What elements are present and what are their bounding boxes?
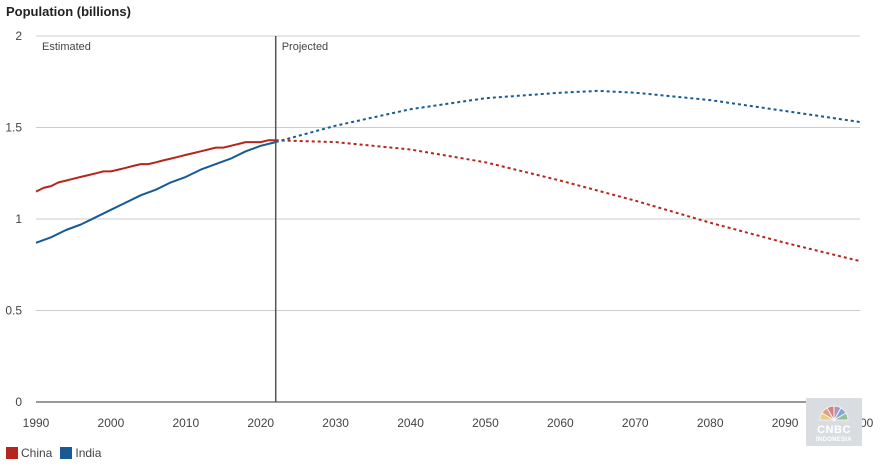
- x-tick-label: 2030: [322, 416, 349, 430]
- x-tick-label: 2060: [547, 416, 574, 430]
- y-tick-label: 2: [15, 29, 22, 43]
- grid-lines: [36, 35, 860, 403]
- series-line-india-estimated: [35, 141, 276, 244]
- x-tick-label: 2010: [172, 416, 199, 430]
- series-line-china-projected: [275, 139, 861, 263]
- legend-swatch-india: [60, 447, 73, 459]
- peacock-icon: [819, 405, 849, 422]
- projected-label: Projected: [282, 41, 328, 53]
- legend-label-india: India: [75, 446, 102, 460]
- logo-subtext: INDONESIA: [815, 437, 853, 443]
- legend-item-india: India: [60, 446, 101, 460]
- legend-swatch-china: [6, 447, 18, 459]
- x-tick-label: 2000: [98, 416, 125, 430]
- series-line-china-estimated: [35, 139, 276, 193]
- y-tick-label: 1: [15, 212, 22, 226]
- x-tick-label: 2040: [397, 416, 424, 430]
- estimated-label: Estimated: [42, 41, 91, 53]
- x-tick-label: 2020: [247, 416, 274, 430]
- logo-text: CNBC: [817, 424, 851, 436]
- x-tick-label: 2080: [697, 416, 724, 430]
- y-tick-label: 0.5: [5, 304, 22, 318]
- x-tick-label: 2090: [772, 416, 799, 430]
- y-tick-label: 1.5: [5, 121, 22, 135]
- legend-item-china: China: [6, 446, 52, 460]
- peacock-feather: [832, 412, 849, 421]
- series-lines: [35, 89, 861, 263]
- y-tick-label: 0: [15, 395, 22, 409]
- x-tick-labels: 1990 2000 2010 2020 2030 2040 2050 2060 2070 2080…: [23, 416, 874, 430]
- series-line-india-projected: [275, 89, 861, 144]
- cnbc-indonesia-logo: CNBC INDONESIA: [806, 398, 862, 446]
- legend: China India: [6, 446, 109, 460]
- x-tick-label: 2050: [472, 416, 499, 430]
- x-tick-label: 2070: [622, 416, 649, 430]
- y-tick-labels: 0 0.5 1 1.5 2: [5, 29, 22, 409]
- y-axis-title: Population (billions): [6, 4, 131, 19]
- legend-label-china: China: [21, 446, 53, 460]
- x-tick-label: 1990: [23, 416, 50, 430]
